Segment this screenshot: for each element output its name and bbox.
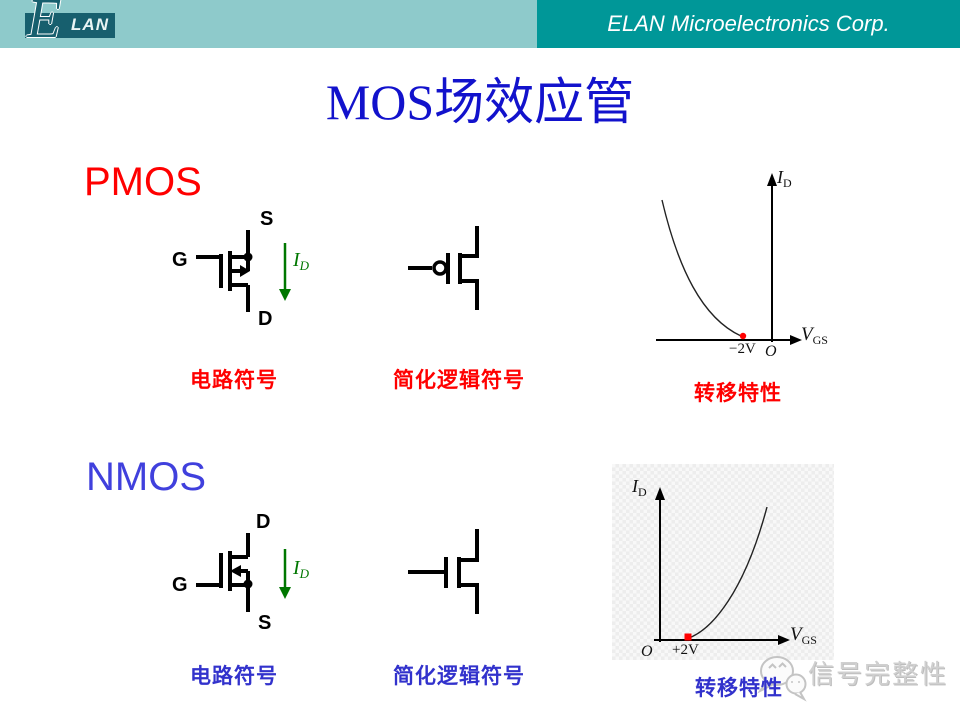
pmos-body-arrow-icon: [240, 265, 250, 277]
pmos-caption-transfer: 转移特性: [694, 382, 782, 405]
nmos-graph-origin-label: O: [641, 643, 653, 660]
pmos-caption-simplified: 简化逻辑符号: [393, 369, 525, 392]
pmos-threshold-marker: [739, 332, 747, 340]
nmos-terminal-top-label: D: [256, 511, 271, 533]
nmos-graph-ylabel: ID: [632, 476, 647, 499]
header-left-band: LAN E: [0, 0, 537, 48]
logo-text: LAN: [71, 15, 109, 34]
watermark-text: 信号完整性: [808, 659, 949, 689]
pmos-x-axis-arrow-icon: [790, 335, 802, 345]
pmos-transfer-curve: [661, 199, 742, 337]
pmos-threshold-label: −2V: [729, 341, 756, 357]
pmos-simple-bottom-lead: [460, 279, 479, 310]
nmos-transfer-graph: [654, 487, 790, 645]
pmos-graph-xlabel: VGS: [801, 324, 828, 347]
nmos-caption-circuit: 电路符号: [190, 665, 278, 688]
nmos-x-axis-arrow-icon: [778, 635, 790, 645]
pmos-gate-lead: [196, 254, 223, 288]
pmos-terminal-gate-label: G: [172, 249, 188, 271]
pmos-terminal-top-label: S: [260, 208, 274, 230]
elan-logo: LAN: [25, 13, 115, 38]
pmos-caption-circuit: 电路符号: [190, 369, 278, 392]
nmos-terminal-gate-label: G: [172, 574, 188, 596]
pmos-graph-origin-label: O: [765, 343, 777, 360]
nmos-body-arrow-icon: [230, 565, 241, 577]
pmos-y-axis-arrow-icon: [767, 173, 777, 186]
wechat-icon: [757, 656, 807, 702]
pmos-current-arrow-icon: [279, 243, 291, 301]
nmos-current-arrow-icon: [279, 549, 291, 599]
company-name: ELAN Microelectronics Corp.: [607, 11, 890, 36]
header-right-band: ELAN Microelectronics Corp.: [537, 0, 960, 48]
nmos-graph-background: [612, 464, 834, 660]
nmos-caption-transfer: 转移特性: [695, 677, 783, 700]
logo-script-e: E: [27, 0, 62, 50]
nmos-circuit-symbol: [196, 533, 253, 612]
pmos-simple-top-lead: [460, 226, 479, 258]
pmos-current-label: ID: [293, 249, 310, 273]
pmos-simplified-symbol: [408, 226, 479, 310]
nmos-y-axis-arrow-icon: [655, 487, 665, 500]
pmos-inversion-bubble-icon: [432, 260, 448, 276]
nmos-simplified-symbol: [408, 529, 479, 614]
pmos-terminal-bottom-label: D: [258, 308, 273, 330]
pmos-source-body-junction-dot: [243, 252, 253, 262]
nmos-current-label: ID: [293, 557, 310, 581]
nmos-leads: [230, 533, 250, 612]
nmos-simple-bottom-lead: [459, 583, 479, 614]
pmos-graph-ylabel: ID: [777, 167, 792, 190]
nmos-source-body-junction-dot: [243, 579, 253, 589]
nmos-transfer-curve: [688, 506, 768, 639]
pmos-circuit-symbol: [196, 230, 253, 312]
nmos-caption-simplified: 简化逻辑符号: [393, 665, 525, 688]
nmos-heading: NMOS: [86, 455, 206, 499]
nmos-graph-xlabel: VGS: [790, 624, 817, 647]
pmos-leads: [230, 230, 250, 312]
nmos-simple-top-lead: [459, 529, 479, 562]
page-title: MOS场效应管: [325, 74, 635, 130]
nmos-threshold-marker: [684, 633, 692, 641]
pmos-transfer-graph: [656, 173, 802, 345]
pmos-heading: PMOS: [84, 160, 202, 204]
nmos-gate-lead: [196, 553, 223, 588]
nmos-terminal-bottom-label: S: [258, 612, 272, 634]
nmos-threshold-label: +2V: [672, 642, 699, 658]
